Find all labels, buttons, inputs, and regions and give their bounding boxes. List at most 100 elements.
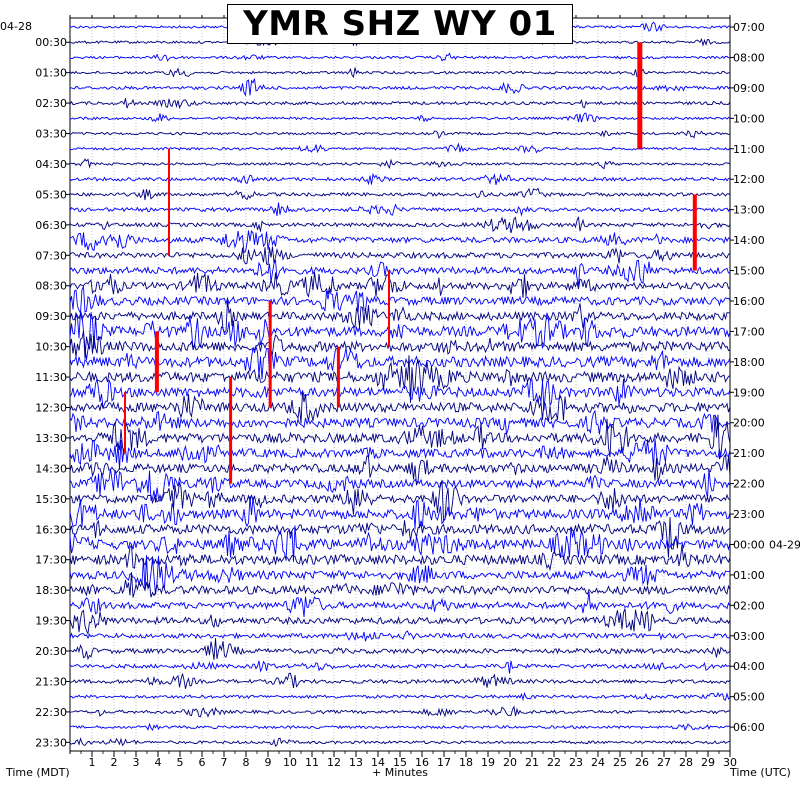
- trace-line: [69, 414, 731, 460]
- trace-line: [69, 259, 731, 286]
- y-tick-label-right: 13:00: [733, 204, 765, 217]
- y-tick-label-left: 09:30: [35, 310, 67, 323]
- trace-line: [69, 638, 731, 661]
- y-tick-label-left: 00:30: [35, 36, 67, 49]
- x-tick-label: 30: [723, 756, 737, 769]
- y-tick-label-left: 06:30: [35, 219, 67, 232]
- trace-line: [69, 722, 731, 732]
- y-tick-label-left: 20:30: [35, 645, 67, 658]
- axis-labels: 1 2 3 4 5 6 7 8 9 10 11 12 13 14 15 16 17 18 19 20 21 22 23 24 2…: [35, 21, 800, 769]
- trace-line: [69, 608, 731, 636]
- y-tick-label-right: 19:00: [733, 386, 765, 399]
- y-tick-label-left: 16:30: [35, 523, 67, 536]
- trace-line: [69, 660, 731, 674]
- y-tick-label-right: 03:00: [733, 630, 765, 643]
- x-tick-label: 16: [415, 756, 429, 769]
- trace-line: [69, 591, 731, 618]
- y-tick-label-left: 07:30: [35, 249, 67, 262]
- trace-line: [69, 142, 731, 154]
- trace-line: [69, 572, 731, 598]
- y-tick-label-left: 04:30: [35, 158, 67, 171]
- y-tick-label-right: 01:00: [733, 569, 765, 582]
- trace-line: [69, 525, 731, 562]
- y-tick-label-right: 02:00: [733, 599, 765, 612]
- trace-line: [69, 345, 731, 380]
- x-tick-label: 26: [635, 756, 649, 769]
- trace-line: [69, 172, 731, 186]
- y-tick-label-right: 05:00: [733, 691, 765, 704]
- trace-line: [69, 52, 731, 62]
- clip-marker: [637, 42, 643, 149]
- trace-line: [69, 158, 731, 170]
- trace-line: [69, 672, 731, 689]
- y-tick-label-left: 13:30: [35, 432, 67, 445]
- y-tick-label-right: 10:00: [733, 112, 765, 125]
- x-axis-title: + Minutes: [372, 766, 429, 779]
- clip-marker: [154, 331, 159, 393]
- trace-line: [69, 555, 731, 595]
- trace-line: [69, 216, 731, 234]
- y-tick-label-right: 23:00: [733, 508, 765, 521]
- x-tick-label: 3: [133, 756, 140, 769]
- trace-line: [69, 409, 731, 435]
- x-tick-label: 29: [701, 756, 715, 769]
- y-tick-label-right: 20:00: [733, 417, 765, 430]
- clip-marker: [229, 377, 233, 484]
- x-tick-label: 24: [591, 756, 605, 769]
- y-tick-label-left: 05:30: [35, 188, 67, 201]
- y-tick-label-right: 18:00: [733, 356, 765, 369]
- trace-line: [69, 516, 731, 558]
- trace-line: [69, 229, 731, 254]
- trace-line: [69, 496, 731, 530]
- trace-line: [69, 67, 731, 79]
- x-tick-label: 18: [459, 756, 473, 769]
- x-tick-label: 28: [679, 756, 693, 769]
- y-tick-label-left: 22:30: [35, 706, 67, 719]
- y-tick-label-left: 18:30: [35, 584, 67, 597]
- x-tick-label: 6: [199, 756, 206, 769]
- y-tick-label-right: 21:00: [733, 447, 765, 460]
- x-tick-label: 13: [349, 756, 363, 769]
- y-tick-label-right: 00:00: [733, 538, 765, 551]
- y-tick-label-left: 12:30: [35, 402, 67, 415]
- x-tick-label: 21: [525, 756, 539, 769]
- x-tick-label: 20: [503, 756, 517, 769]
- x-tick-label: 10: [283, 756, 297, 769]
- trace-line: [69, 202, 731, 217]
- x-tick-label: 27: [657, 756, 671, 769]
- trace-line: [69, 630, 731, 642]
- right-axis-title: Time (UTC): [730, 766, 791, 779]
- trace-line: [69, 705, 731, 718]
- y-tick-label-right: 22:00: [733, 478, 765, 491]
- x-tick-label: 12: [327, 756, 341, 769]
- x-tick-label: 2: [111, 756, 118, 769]
- y-tick-label-right: 12:00: [733, 173, 765, 186]
- trace-line: [69, 392, 731, 424]
- chart-title-box: YMR SHZ WY 01: [227, 4, 573, 44]
- y-tick-label-left: 21:30: [35, 675, 67, 688]
- y-tick-label-left: 23:30: [35, 736, 67, 749]
- y-tick-label-left: 03:30: [35, 128, 67, 141]
- x-tick-label: 17: [437, 756, 451, 769]
- y-tick-label-right: 16:00: [733, 295, 765, 308]
- y-tick-label-right: 15:00: [733, 265, 765, 278]
- y-tick-label-left: 11:30: [35, 371, 67, 384]
- clip-marker: [268, 300, 272, 408]
- x-tick-label: 23: [569, 756, 583, 769]
- y-tick-label-left: 08:30: [35, 280, 67, 293]
- y-tick-label-right: 04:00: [733, 660, 765, 673]
- x-tick-label: 5: [177, 756, 184, 769]
- clip-marker: [336, 346, 340, 408]
- y-tick-label-right: 14:00: [733, 234, 765, 247]
- trace-line: [69, 98, 731, 109]
- trace-line: [69, 737, 731, 747]
- x-tick-label: 4: [155, 756, 162, 769]
- x-tick-label: 8: [243, 756, 250, 769]
- x-tick-label: 25: [613, 756, 627, 769]
- x-tick-label: 15: [393, 756, 407, 769]
- trace-line: [69, 691, 731, 702]
- left-axis-title: Time (MDT): [6, 766, 70, 779]
- y-tick-label-right: 17:00: [733, 325, 765, 338]
- start-date-label: 04-28: [0, 20, 32, 33]
